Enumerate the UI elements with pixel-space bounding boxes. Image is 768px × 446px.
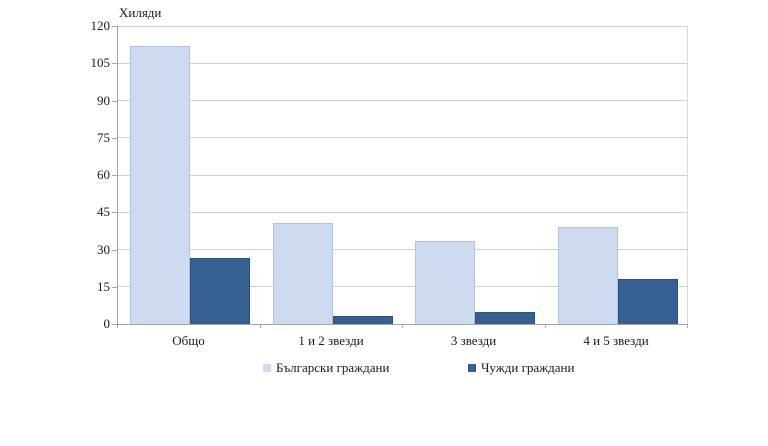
bar-bulgarian-citizens: [415, 240, 475, 324]
y-tick-mark: [112, 175, 117, 176]
bar-foreign-citizens: [617, 279, 678, 324]
legend-marker-bulgarian-citizens: [263, 364, 271, 372]
bar-foreign-citizens: [475, 312, 535, 324]
gridline: [117, 62, 687, 64]
bar-bulgarian-citizens: [557, 227, 618, 324]
gridline: [117, 249, 687, 250]
gridline: [117, 100, 687, 101]
x-category-label: 4 и 5 звезди: [583, 333, 649, 348]
gridline: [117, 137, 687, 139]
x-tick-mark: [687, 324, 688, 328]
x-tick-mark: [402, 324, 403, 328]
gridline: [117, 211, 687, 213]
x-category-label: 1 и 2 звезди: [298, 333, 364, 348]
y-tick-label: 0: [103, 316, 111, 331]
x-tick-mark: [544, 324, 546, 328]
plot-right-border: [687, 26, 688, 324]
legend-marker-foreign-citizens: [468, 364, 476, 372]
bar-foreign-citizens: [332, 315, 393, 324]
legend-item-foreign-citizens: Чужди граждани: [468, 360, 574, 376]
legend-label-foreign-citizens: Чужди граждани: [481, 360, 575, 375]
y-tick-mark: [112, 286, 117, 288]
y-tick-mark: [112, 324, 117, 325]
x-tick-mark: [259, 324, 261, 328]
y-tick-label: 15: [97, 278, 110, 294]
x-category-label: 3 звезди: [450, 333, 497, 348]
plot-area: [117, 25, 687, 324]
y-tick-label: 120: [90, 18, 111, 33]
y-tick-mark: [112, 137, 117, 139]
y-tick-label: 45: [97, 204, 110, 220]
y-tick-mark: [112, 212, 117, 214]
y-tick-label: 60: [97, 167, 110, 182]
x-tick-mark: [117, 324, 118, 328]
bar-foreign-citizens: [190, 258, 250, 324]
y-axis-line: [117, 26, 118, 325]
bar-bulgarian-citizens: [130, 45, 190, 324]
gridline: [117, 25, 687, 27]
y-tick-mark: [112, 100, 117, 102]
y-tick-label: 30: [97, 241, 110, 257]
legend-item-bulgarian-citizens: Български граждани: [263, 360, 389, 376]
bar-bulgarian-citizens: [272, 223, 333, 324]
y-axis-title: Хиляди: [119, 5, 162, 20]
y-tick-mark: [112, 26, 117, 27]
legend-label-bulgarian-citizens: Български граждани: [276, 360, 390, 375]
x-category-label: Общо: [172, 333, 205, 348]
gridline: [117, 286, 687, 288]
y-tick-mark: [112, 249, 117, 251]
gridline: [117, 174, 687, 176]
y-tick-label: 105: [90, 55, 111, 71]
y-tick-label: 90: [97, 92, 110, 108]
legend: Български граждани Чужди граждани: [0, 360, 768, 378]
y-tick-mark: [112, 63, 117, 65]
y-tick-label: 75: [97, 129, 110, 145]
